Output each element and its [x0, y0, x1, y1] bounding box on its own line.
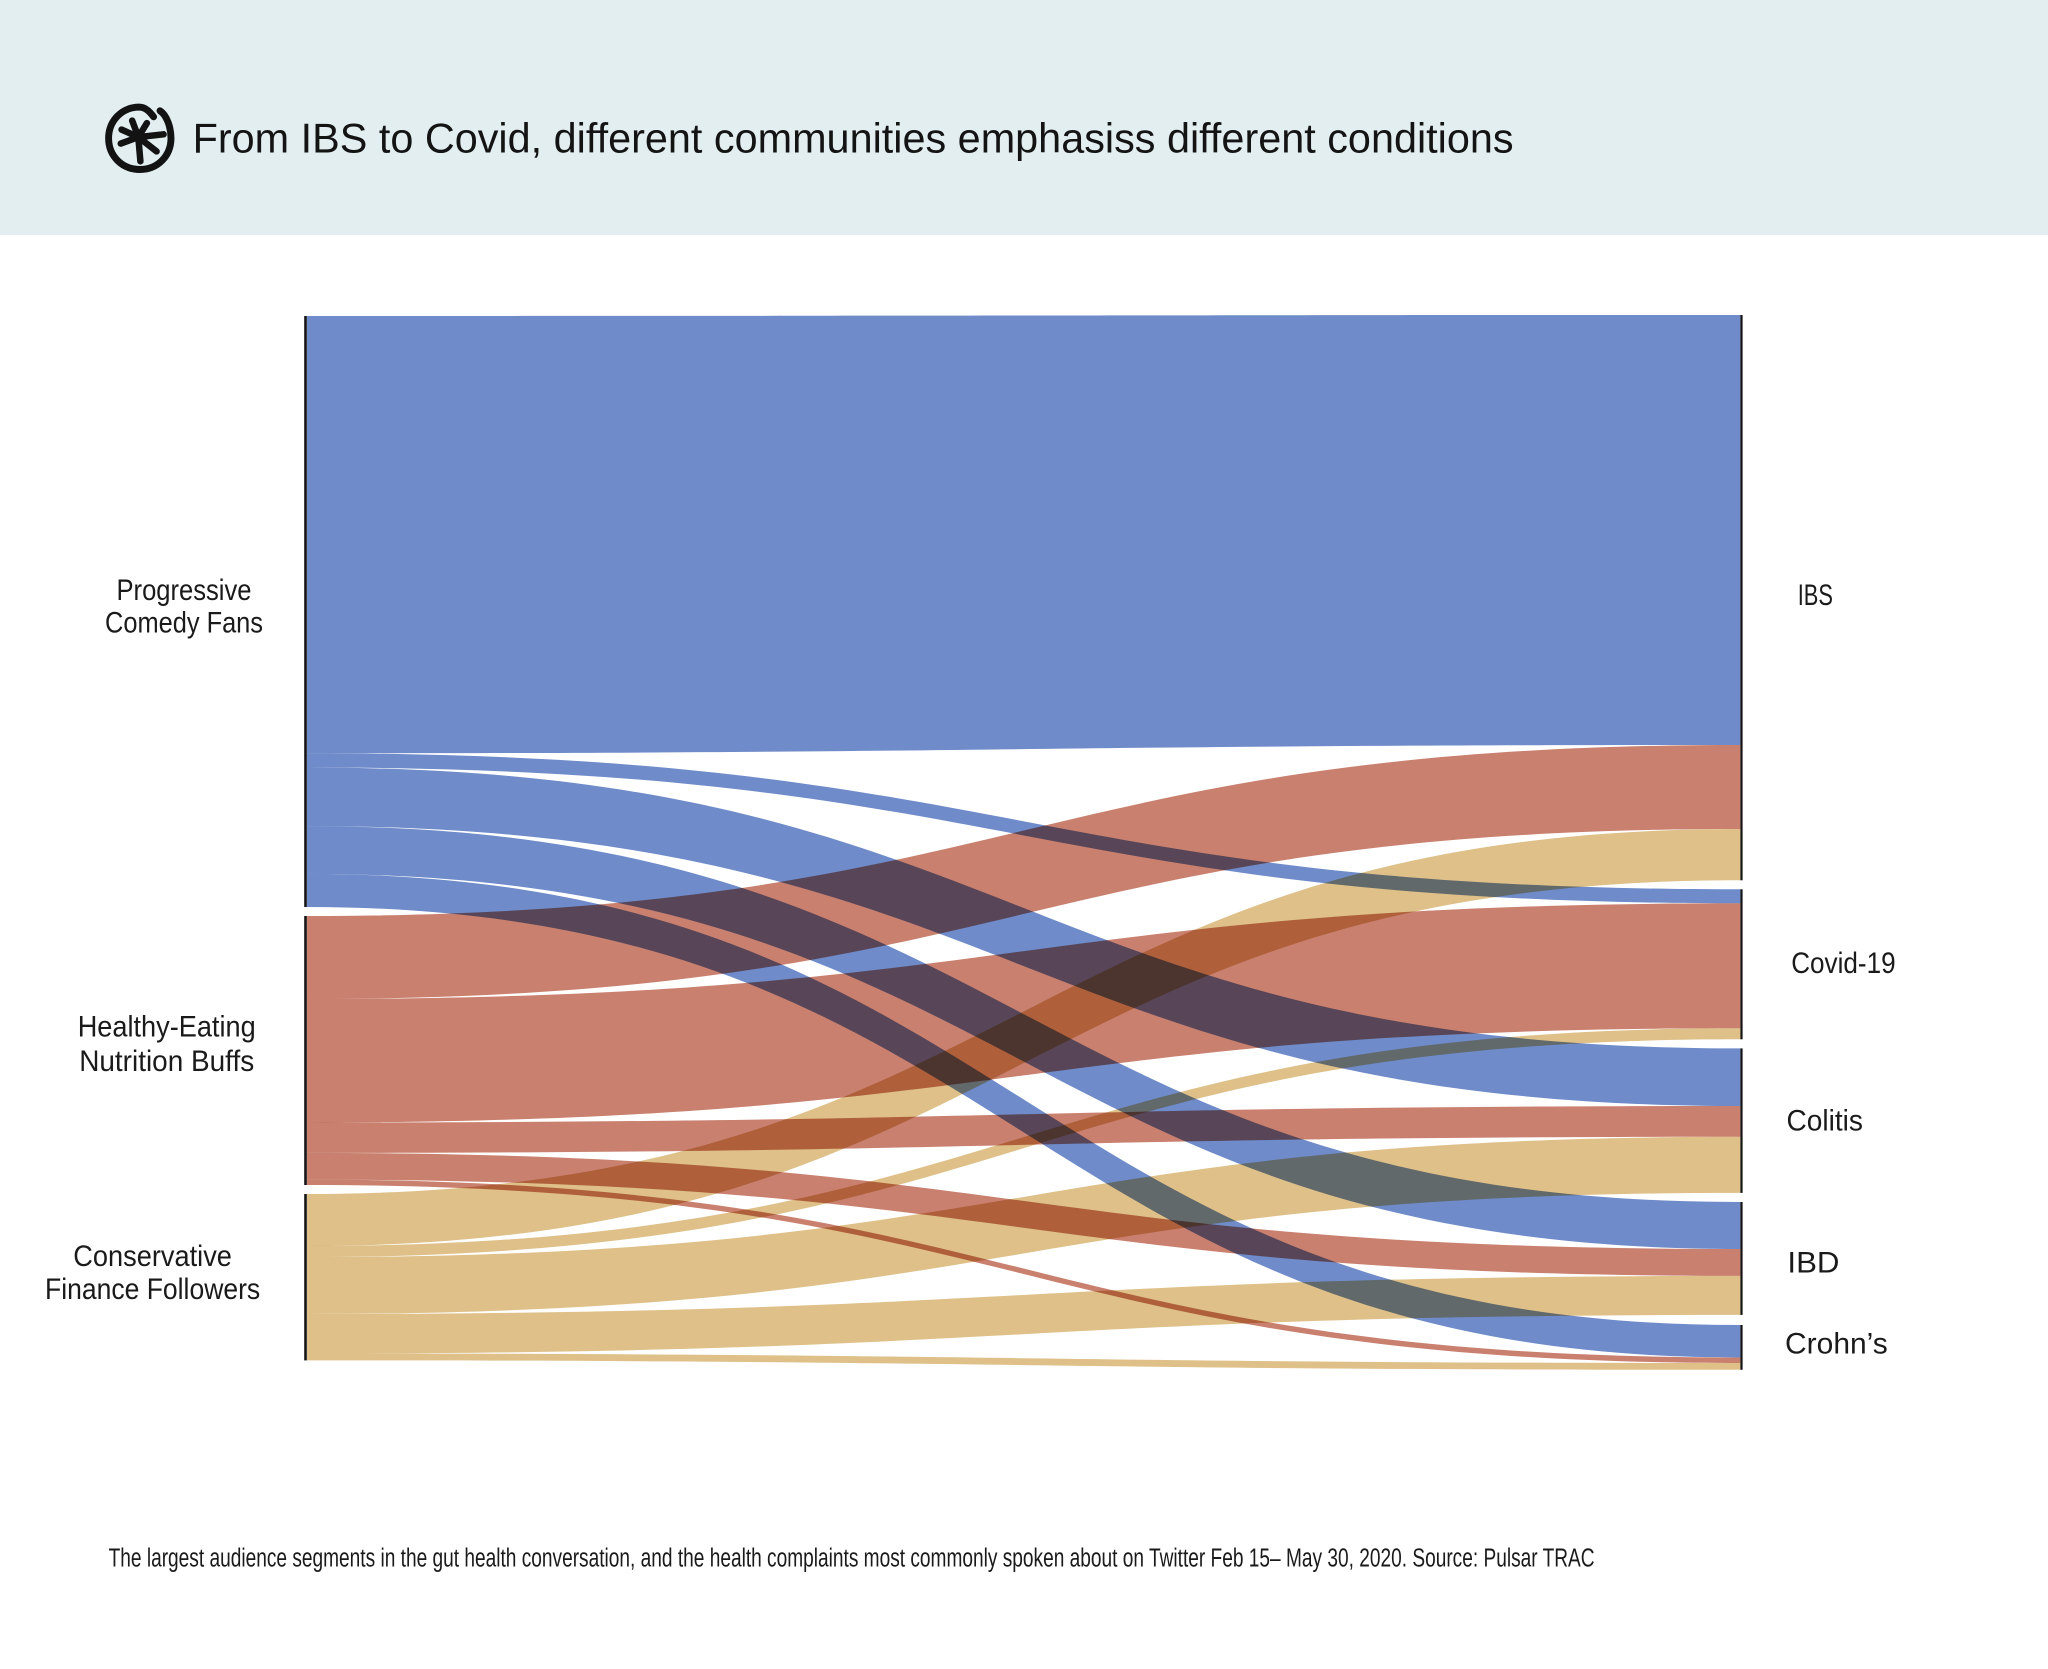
svg-text:Progressive: Progressive: [117, 574, 252, 607]
svg-text:From IBS to Covid, different c: From IBS to Covid, different communities…: [193, 115, 1514, 162]
svg-text:Nutrition Buffs: Nutrition Buffs: [79, 1045, 254, 1078]
svg-text:Crohn’s: Crohn’s: [1785, 1328, 1888, 1361]
svg-text:Finance Followers: Finance Followers: [45, 1273, 260, 1306]
svg-text:IBD: IBD: [1787, 1247, 1839, 1280]
svg-text:Comedy Fans: Comedy Fans: [105, 607, 263, 640]
svg-text:Conservative: Conservative: [73, 1240, 232, 1273]
svg-text:Covid-19: Covid-19: [1791, 947, 1895, 980]
svg-text:IBS: IBS: [1798, 579, 1833, 612]
svg-text:Colitis: Colitis: [1787, 1105, 1863, 1138]
svg-text:Healthy-Eating: Healthy-Eating: [78, 1011, 256, 1044]
svg-text:The largest audience segments: The largest audience segments in the gut…: [109, 1545, 1595, 1573]
